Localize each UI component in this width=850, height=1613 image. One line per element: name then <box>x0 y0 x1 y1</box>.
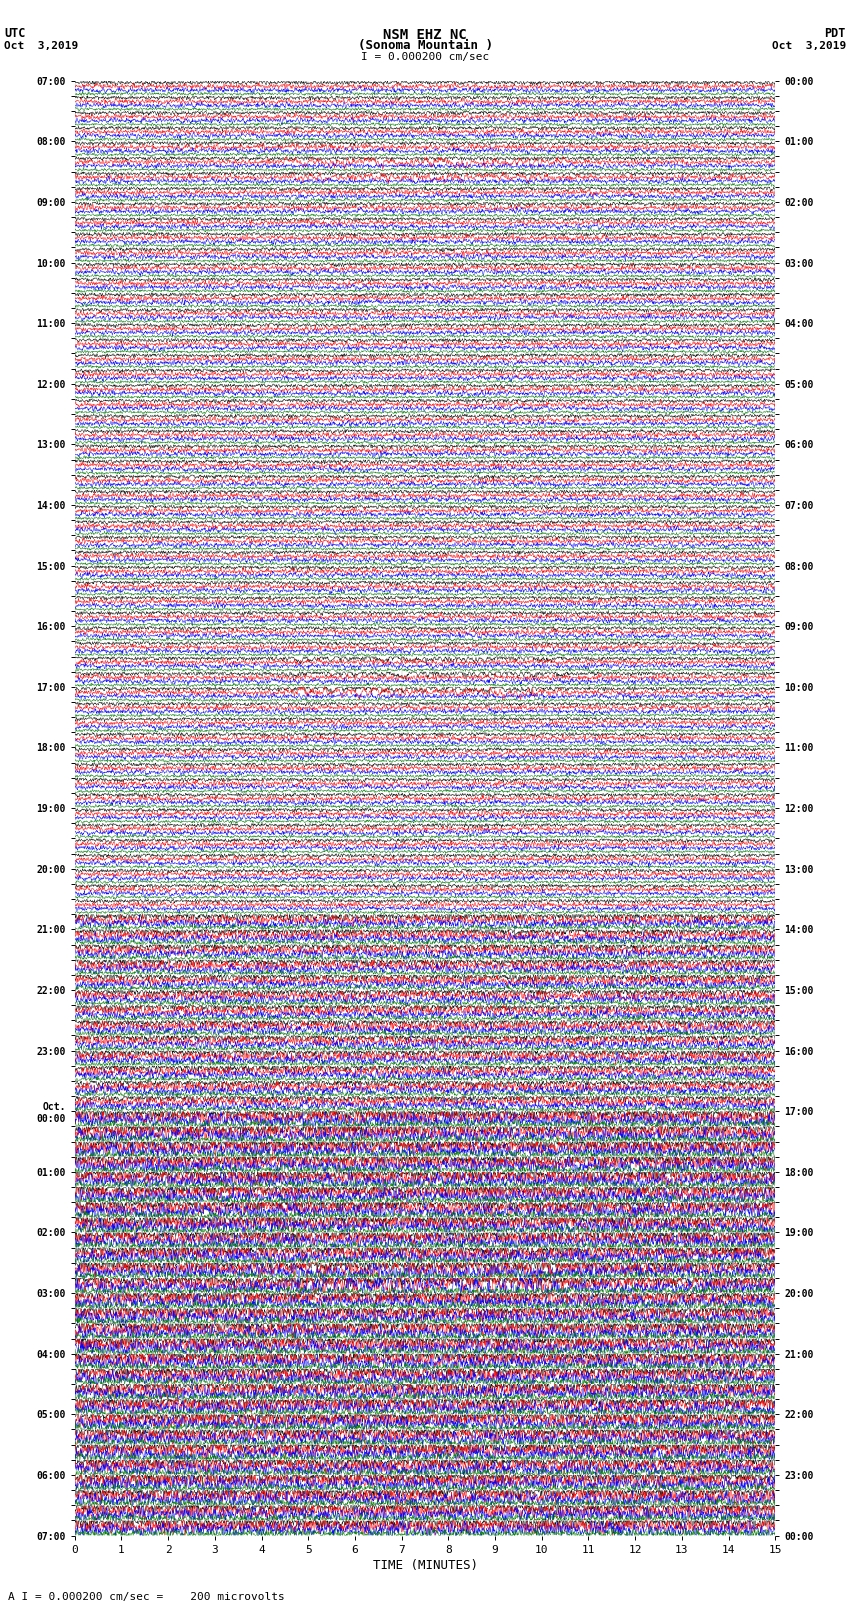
X-axis label: TIME (MINUTES): TIME (MINUTES) <box>372 1558 478 1571</box>
Text: UTC: UTC <box>4 27 26 40</box>
Text: Oct  3,2019: Oct 3,2019 <box>4 40 78 52</box>
Text: (Sonoma Mountain ): (Sonoma Mountain ) <box>358 39 492 53</box>
Text: PDT: PDT <box>824 27 846 40</box>
Text: NSM EHZ NC: NSM EHZ NC <box>383 27 467 42</box>
Text: A I = 0.000200 cm/sec =    200 microvolts: A I = 0.000200 cm/sec = 200 microvolts <box>8 1592 286 1602</box>
Text: I = 0.000200 cm/sec: I = 0.000200 cm/sec <box>361 52 489 63</box>
Text: Oct  3,2019: Oct 3,2019 <box>772 40 846 52</box>
